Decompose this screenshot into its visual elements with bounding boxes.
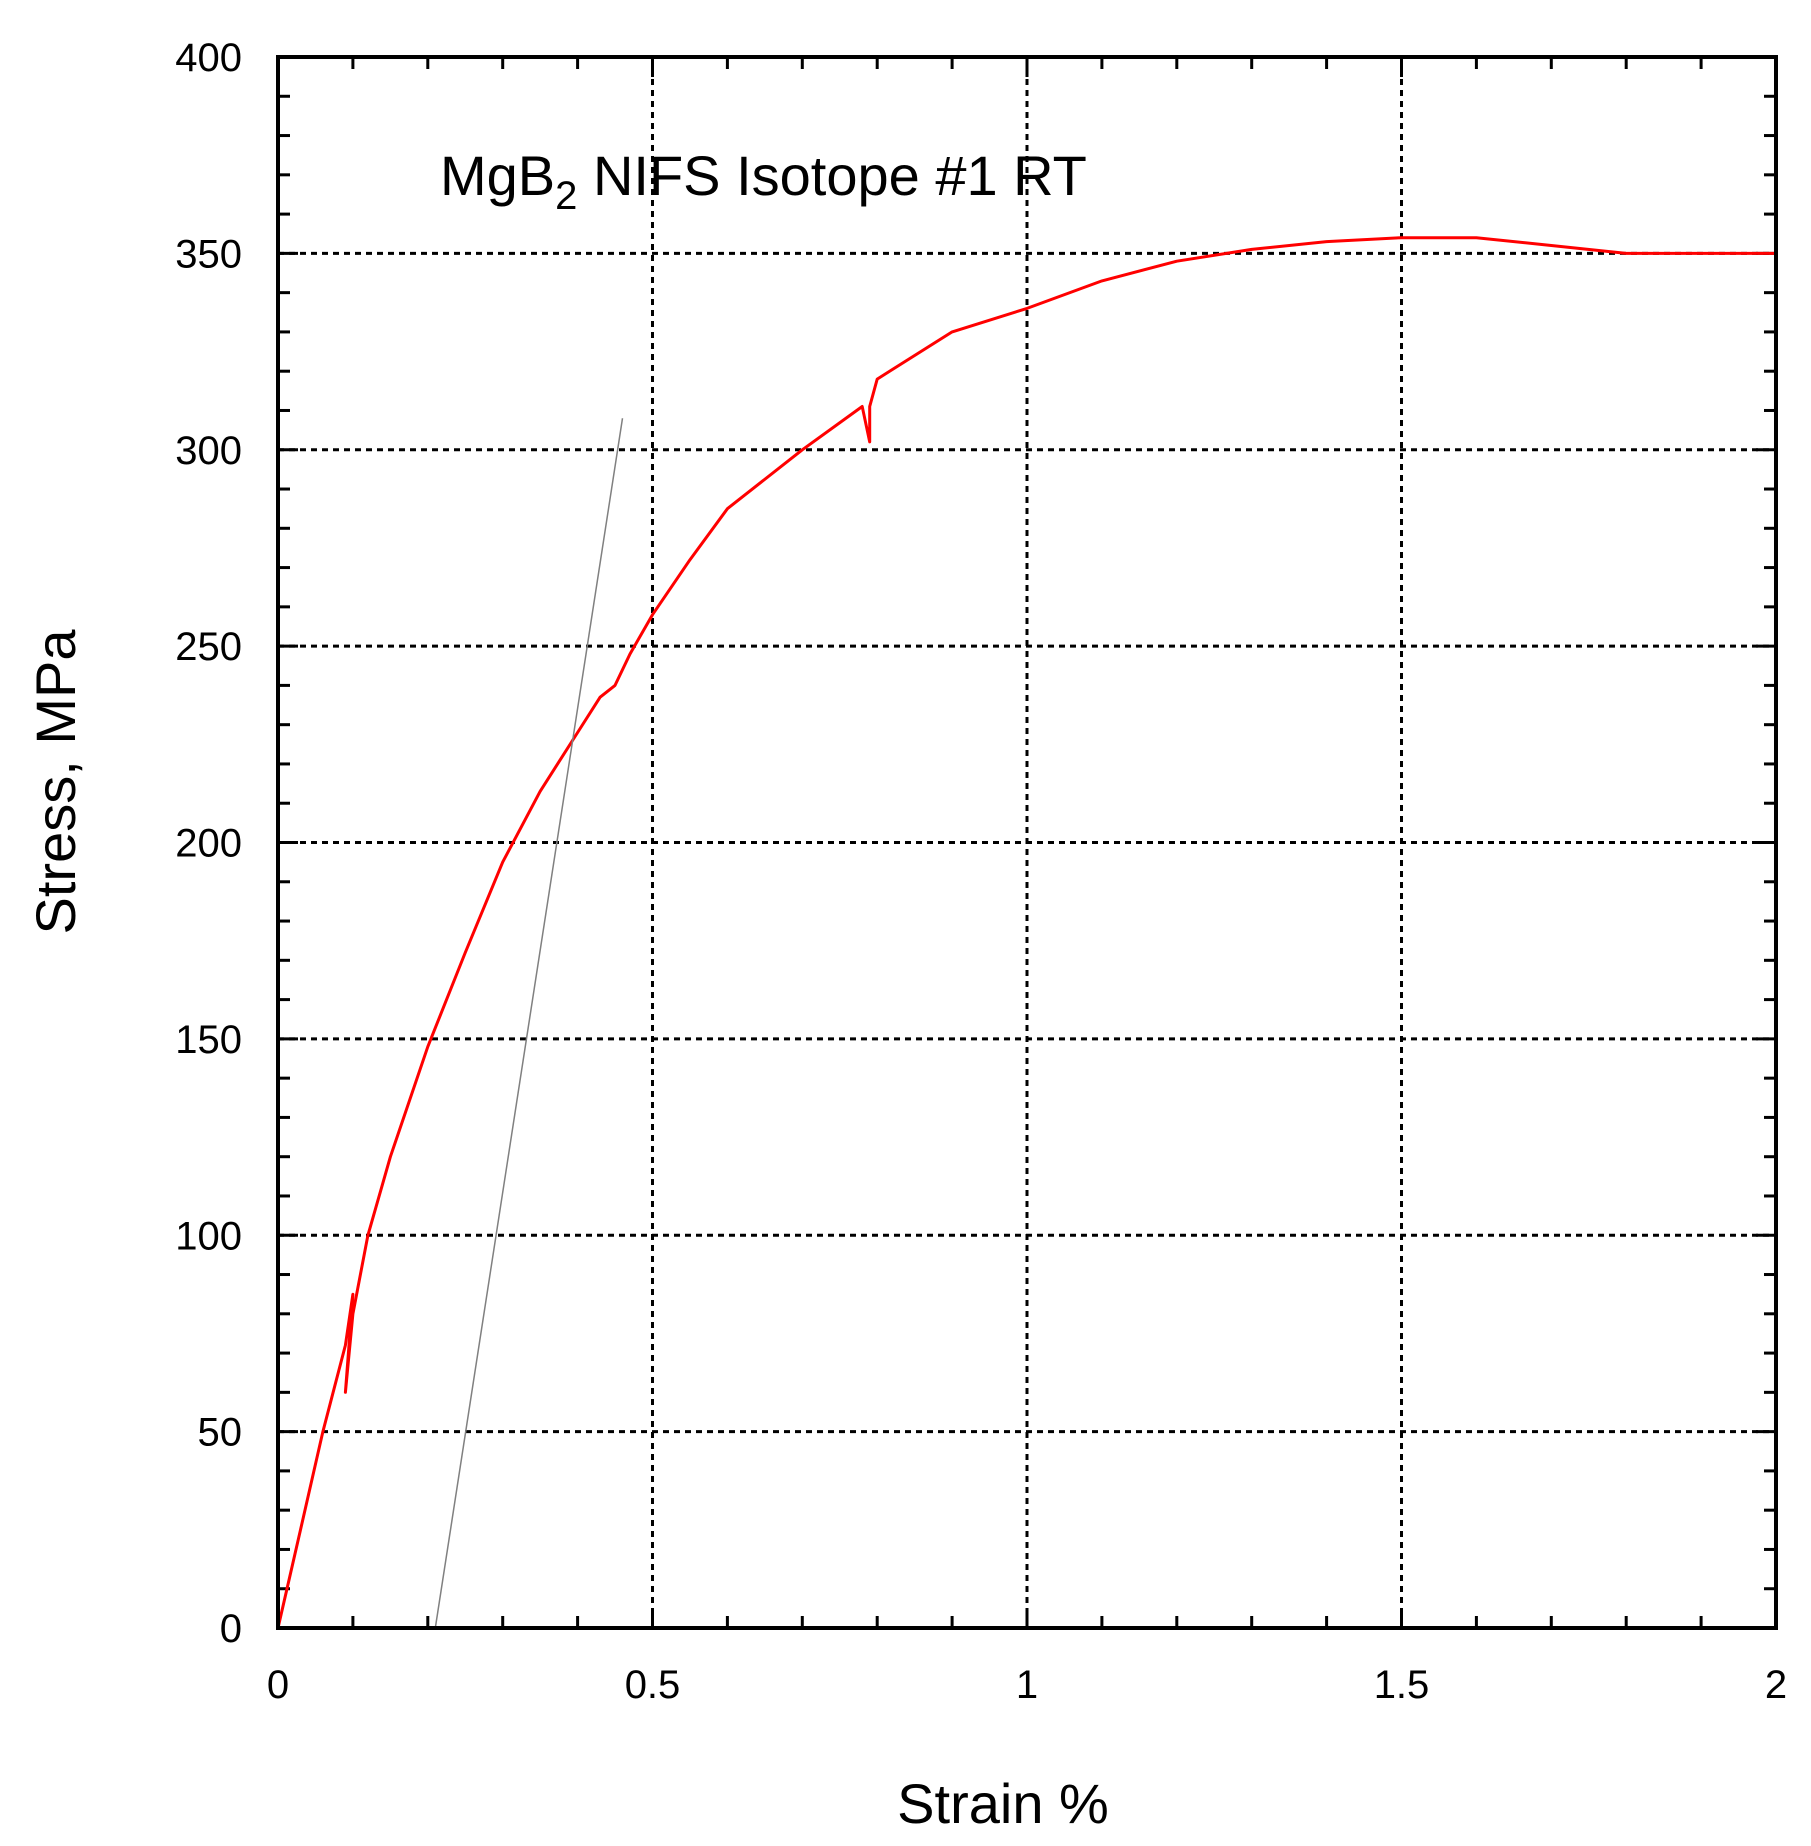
y-tick-label: 150	[175, 1018, 242, 1062]
elastic-offset-line	[434, 418, 624, 1629]
plot-frame	[276, 55, 1778, 1630]
chart-title-main: MgB	[440, 144, 555, 207]
x-tick-label: 1.5	[1374, 1663, 1430, 1707]
x-tick-labels: 0 0.5 1 1.5 2	[267, 1663, 1787, 1707]
chart-title-subscript: 2	[555, 174, 577, 218]
grid-lines	[278, 57, 1776, 1628]
x-axis-label: Strain %	[897, 1772, 1109, 1835]
y-tick-label: 400	[175, 36, 242, 80]
y-tick-label: 250	[175, 625, 242, 669]
x-tick-label: 0.5	[625, 1663, 681, 1707]
y-tick-label: 100	[175, 1214, 242, 1258]
chart-title: MgB2 NIFS Isotope #1 RT	[440, 144, 1087, 218]
stress-strain-curve	[276, 236, 1776, 1629]
y-tick-label: 300	[175, 429, 242, 473]
x-tick-label: 0	[267, 1663, 289, 1707]
chart-title-rest: NIFS Isotope #1 RT	[577, 144, 1086, 207]
y-tick-labels: 0 50 100 150 200 250 300 350 400	[175, 36, 242, 1651]
y-tick-label: 50	[198, 1411, 243, 1455]
x-tick-label: 1	[1016, 1663, 1038, 1707]
x-tick-label: 2	[1765, 1663, 1787, 1707]
data-series	[276, 236, 1776, 1629]
y-tick-label: 200	[175, 822, 242, 866]
y-axis-label: Stress, MPa	[24, 629, 87, 935]
y-tick-label: 0	[220, 1607, 242, 1651]
y-tick-label: 350	[175, 232, 242, 276]
